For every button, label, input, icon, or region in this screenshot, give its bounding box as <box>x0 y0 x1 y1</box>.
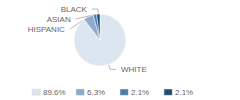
svg-text:ASIAN: ASIAN <box>47 15 71 24</box>
svg-text:2.1%: 2.1% <box>131 88 149 97</box>
svg-text:WHITE: WHITE <box>121 65 147 74</box>
svg-text:89.6%: 89.6% <box>43 88 66 97</box>
svg-text:2.1%: 2.1% <box>175 88 193 97</box>
svg-text:6.3%: 6.3% <box>87 88 105 97</box>
svg-text:BLACK: BLACK <box>61 5 88 14</box>
svg-text:HISPANIC: HISPANIC <box>28 25 65 34</box>
